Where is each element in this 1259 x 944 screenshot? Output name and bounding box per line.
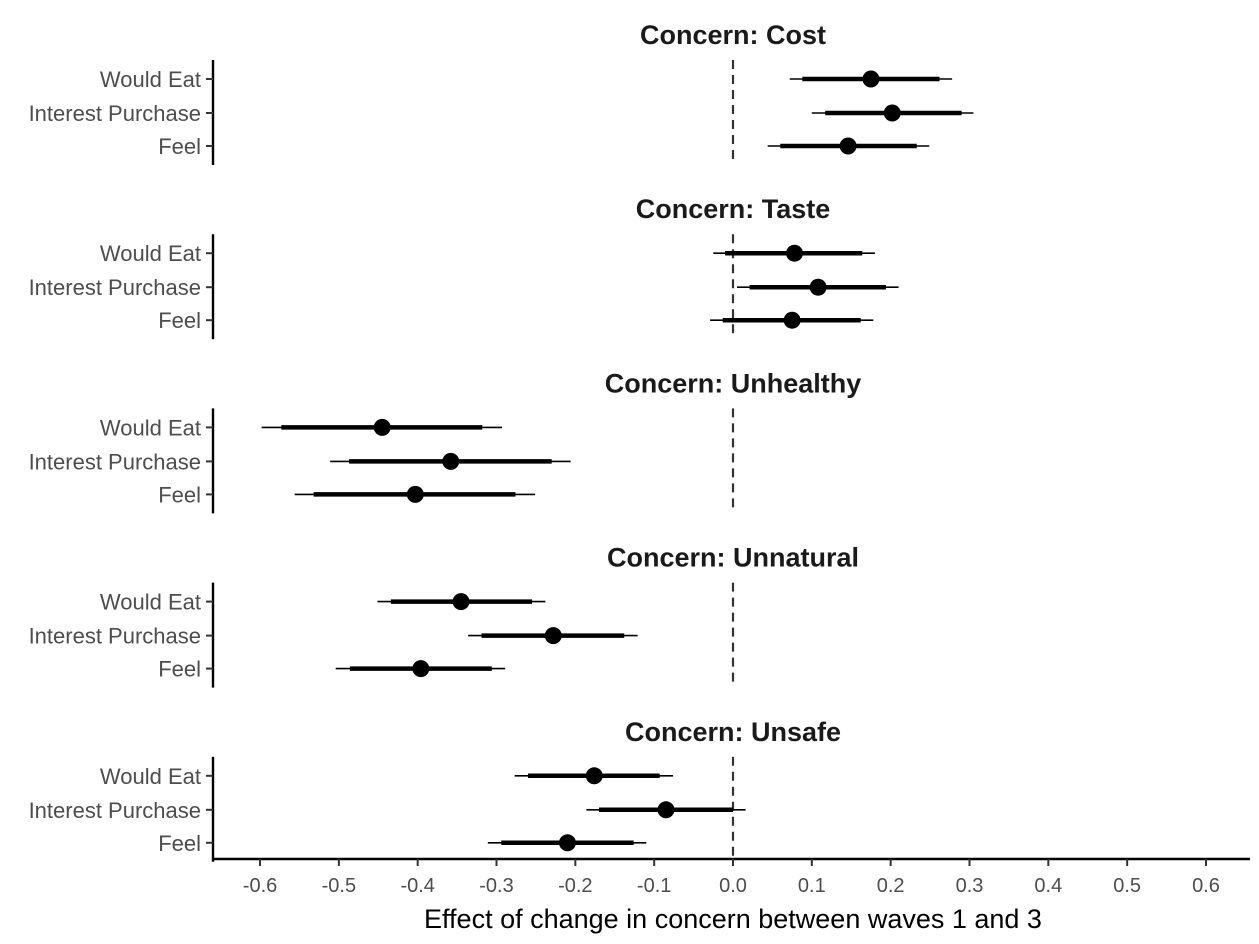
point-estimate	[442, 452, 460, 470]
row-label: Would Eat	[100, 415, 201, 440]
panel-title: Concern: Cost	[640, 20, 826, 50]
panels-group: Concern: Cost Would Eat Interest Purchase F…	[29, 20, 974, 862]
row-label: Interest Purchase	[29, 101, 201, 126]
x-tick-label: 0.2	[877, 875, 905, 897]
panel-3: Concern: Unnatural Would Eat Interest Purc…	[29, 543, 859, 688]
point-estimate	[558, 834, 576, 852]
row-label: Would Eat	[100, 764, 201, 789]
point-estimate	[373, 418, 391, 436]
row-label: Feel	[158, 482, 201, 507]
panel-2: Concern: Unhealthy Would Eat Interest Purc…	[29, 368, 862, 514]
point-estimate	[412, 660, 430, 678]
row-label: Interest Purchase	[29, 624, 201, 649]
point-estimate	[657, 801, 675, 819]
x-tick-label: -0.4	[400, 875, 434, 897]
panel-title: Concern: Unnatural	[607, 543, 859, 573]
x-tick-label: 0.5	[1113, 875, 1141, 897]
x-tick-label: -0.6	[243, 875, 277, 897]
point-estimate	[452, 593, 470, 611]
point-estimate	[585, 767, 603, 785]
x-tick-label: -0.5	[322, 875, 356, 897]
x-tick-label: -0.1	[637, 875, 671, 897]
row-label: Would Eat	[100, 67, 201, 92]
x-tick-label: -0.3	[479, 875, 513, 897]
panel-0: Concern: Cost Would Eat Interest Purchase F…	[29, 20, 974, 165]
row-label: Feel	[158, 308, 201, 333]
x-tick-label: 0.1	[798, 875, 826, 897]
x-tick-label: 0.3	[956, 875, 984, 897]
x-tick-label: 0.6	[1192, 875, 1220, 897]
row-label: Interest Purchase	[29, 449, 201, 474]
point-estimate	[783, 311, 801, 329]
x-tick-label: 0.0	[719, 875, 747, 897]
point-estimate	[785, 244, 803, 262]
point-estimate	[883, 104, 901, 122]
panel-1: Concern: Taste Would Eat Interest Purchase…	[29, 194, 899, 340]
row-label: Interest Purchase	[29, 798, 201, 823]
row-label: Would Eat	[100, 241, 201, 266]
point-estimate	[809, 278, 827, 296]
row-label: Feel	[158, 134, 201, 159]
panel-title: Concern: Unsafe	[625, 717, 841, 747]
panel-title: Concern: Taste	[636, 194, 831, 224]
point-estimate	[406, 485, 424, 503]
point-estimate	[862, 70, 880, 88]
row-label: Would Eat	[100, 590, 201, 615]
x-axis: -0.6 -0.5 -0.4 -0.3 -0.2 -0.1 0.0 0.1 0.2 0.3 0.4 0…	[212, 857, 1250, 897]
row-label: Feel	[158, 657, 201, 682]
point-estimate	[839, 137, 857, 155]
x-tick-label: -0.2	[558, 875, 592, 897]
point-estimate	[544, 627, 562, 645]
row-label: Interest Purchase	[29, 275, 201, 300]
x-axis-title: Effect of change in concern between wave…	[424, 904, 1042, 934]
x-tick-label: 0.4	[1034, 875, 1062, 897]
panel-4: Concern: Unsafe Would Eat Interest Purchas…	[29, 717, 841, 862]
row-label: Feel	[158, 831, 201, 856]
panel-title: Concern: Unhealthy	[605, 368, 862, 398]
